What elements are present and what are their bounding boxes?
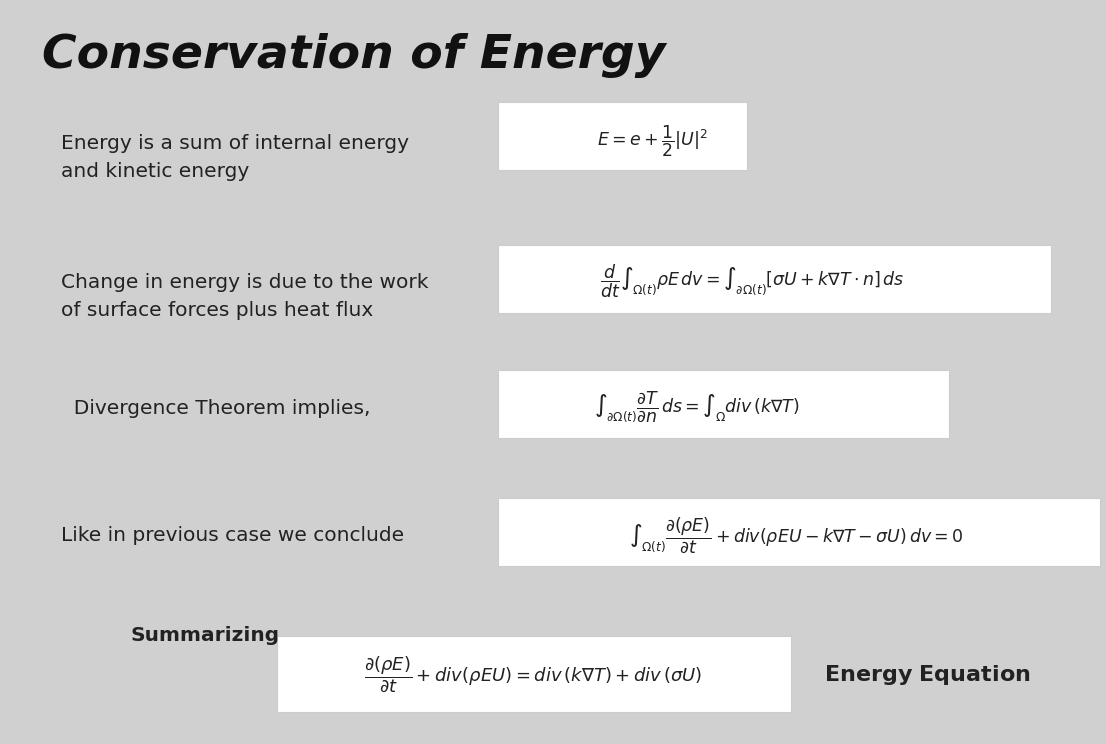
Text: Like in previous case we conclude: Like in previous case we conclude bbox=[61, 526, 404, 545]
Text: $\mathbf{Energy\ Equation}$: $\mathbf{Energy\ Equation}$ bbox=[824, 663, 1031, 687]
Text: Summarizing: Summarizing bbox=[131, 626, 280, 646]
Text: Conservation of Energy: Conservation of Energy bbox=[42, 33, 666, 78]
Text: $\int_{\partial\Omega(t)} \dfrac{\partial T}{\partial n}\, ds = \int_{\Omega} di: $\int_{\partial\Omega(t)} \dfrac{\partia… bbox=[594, 389, 800, 423]
Text: Divergence Theorem implies,: Divergence Theorem implies, bbox=[61, 399, 371, 418]
Text: $\dfrac{d}{dt}\int_{\Omega(t)} \rho E\, dv = \int_{\partial\Omega(t)} [\sigma U : $\dfrac{d}{dt}\int_{\Omega(t)} \rho E\, … bbox=[599, 263, 905, 300]
Text: $E = e + \dfrac{1}{2}|U|^2$: $E = e + \dfrac{1}{2}|U|^2$ bbox=[597, 124, 708, 159]
FancyBboxPatch shape bbox=[498, 370, 949, 438]
Text: $\int_{\Omega(t)} \dfrac{\partial(\rho E)}{\partial t} + div(\rho EU - k\nabla T: $\int_{\Omega(t)} \dfrac{\partial(\rho E… bbox=[629, 516, 963, 556]
FancyBboxPatch shape bbox=[498, 102, 747, 170]
Text: $\dfrac{\partial(\rho E)}{\partial t} + div(\rho EU) = div\,(k\nabla T) + div\,(: $\dfrac{\partial(\rho E)}{\partial t} + … bbox=[365, 654, 702, 694]
Text: Change in energy is due to the work
of surface forces plus heat flux: Change in energy is due to the work of s… bbox=[61, 273, 428, 320]
FancyBboxPatch shape bbox=[498, 498, 1100, 566]
FancyBboxPatch shape bbox=[498, 245, 1051, 313]
Text: Energy is a sum of internal energy
and kinetic energy: Energy is a sum of internal energy and k… bbox=[61, 134, 409, 181]
FancyBboxPatch shape bbox=[276, 636, 791, 712]
